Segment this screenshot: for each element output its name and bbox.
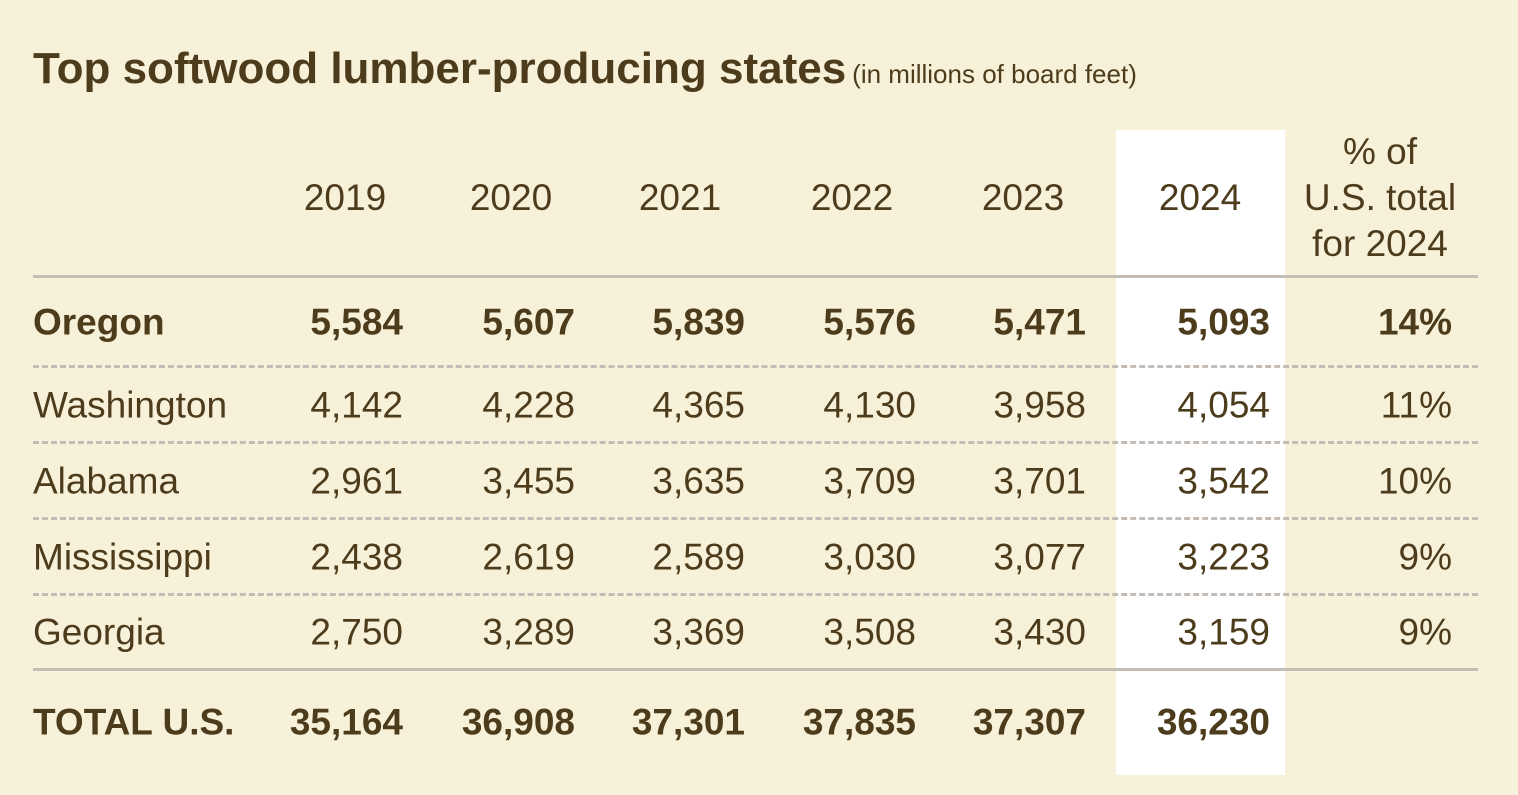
cell-value: 3,369 <box>652 611 745 653</box>
cell-value: 3,455 <box>482 460 575 502</box>
header-line: for 2024 <box>1312 223 1448 264</box>
cell-value: 14% <box>1377 301 1452 343</box>
cell-value: 9% <box>1398 536 1452 578</box>
divider <box>33 593 1478 596</box>
row-label: TOTAL U.S. <box>33 701 235 743</box>
cell-value: 37,835 <box>802 701 916 743</box>
cell-value: 3,542 <box>1177 460 1270 502</box>
cell-value: 4,365 <box>652 384 745 426</box>
header-line: U.S. total <box>1303 177 1457 218</box>
row-label: Georgia <box>33 611 165 653</box>
cell-value: 5,576 <box>823 301 916 343</box>
divider <box>33 441 1478 444</box>
cell-value: 3,701 <box>993 460 1086 502</box>
cell-value: 3,030 <box>823 536 916 578</box>
cell-value: 5,839 <box>652 301 745 343</box>
title: Top softwood lumber-producing states <box>33 44 847 93</box>
cell-value: 2,961 <box>310 460 403 502</box>
cell-value: 5,471 <box>993 301 1086 343</box>
cell-value: 4,228 <box>482 384 575 426</box>
cell-value: 10% <box>1377 460 1452 502</box>
column-header: % of U.S. total for 2024 <box>1304 129 1456 267</box>
divider <box>33 365 1478 368</box>
divider <box>33 517 1478 520</box>
cell-value: 4,130 <box>823 384 916 426</box>
cell-value: 3,430 <box>993 611 1086 653</box>
cell-value: 3,077 <box>993 536 1086 578</box>
cell-value: 2,589 <box>652 536 745 578</box>
column-header: 2023 <box>981 177 1065 218</box>
title-block: Top softwood lumber-producing states (in … <box>33 44 1137 94</box>
header-line: % of <box>1342 131 1418 172</box>
cell-value: 11% <box>1380 384 1452 426</box>
cell-value: 2,438 <box>310 536 403 578</box>
cell-value: 2,619 <box>482 536 575 578</box>
cell-value: 36,230 <box>1156 701 1270 743</box>
cell-value: 37,301 <box>631 701 745 743</box>
rule <box>33 668 1478 671</box>
cell-value: 4,142 <box>310 384 403 426</box>
cell-value: 3,289 <box>482 611 575 653</box>
cell-value: 3,709 <box>823 460 916 502</box>
column-header: 2021 <box>638 177 722 218</box>
cell-value: 3,223 <box>1177 536 1270 578</box>
cell-value: 2,750 <box>310 611 403 653</box>
row-label: Mississippi <box>33 536 212 578</box>
cell-value: 5,093 <box>1177 301 1270 343</box>
cell-value: 9% <box>1398 611 1452 653</box>
cell-value: 4,054 <box>1177 384 1270 426</box>
column-header: 2022 <box>810 177 894 218</box>
column-header: 2020 <box>469 177 553 218</box>
cell-value: 3,508 <box>823 611 916 653</box>
cell-value: 3,635 <box>652 460 745 502</box>
highlight-column <box>1116 130 1285 775</box>
cell-value: 35,164 <box>289 701 403 743</box>
column-header: 2019 <box>303 177 387 218</box>
column-header: 2024 <box>1158 177 1242 218</box>
row-label: Alabama <box>33 460 180 502</box>
cell-value: 3,958 <box>993 384 1086 426</box>
row-label: Oregon <box>33 301 165 343</box>
cell-value: 37,307 <box>972 701 1086 743</box>
row-label: Washington <box>33 384 228 426</box>
cell-value: 5,607 <box>482 301 575 343</box>
rule <box>33 275 1478 278</box>
cell-value: 3,159 <box>1177 611 1270 653</box>
subtitle: (in millions of board feet) <box>852 59 1137 89</box>
cell-value: 5,584 <box>310 301 403 343</box>
cell-value: 36,908 <box>461 701 575 743</box>
